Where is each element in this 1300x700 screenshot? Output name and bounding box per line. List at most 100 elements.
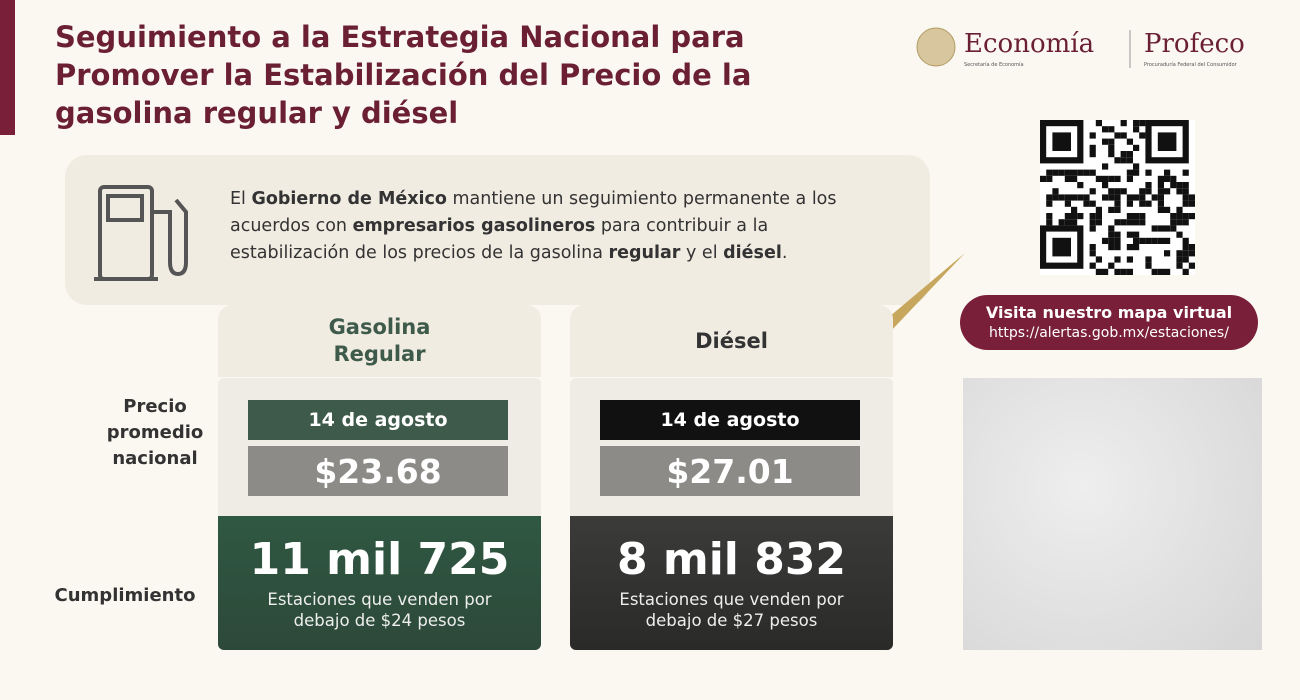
qr-module	[1139, 237, 1146, 244]
qr-module	[1071, 213, 1078, 220]
qr-module	[1120, 219, 1127, 226]
intro-segment: .	[781, 243, 788, 263]
qr-module	[1188, 200, 1195, 207]
qr-module	[1114, 194, 1121, 201]
qr-module	[1182, 188, 1189, 195]
qr-module	[1145, 200, 1152, 207]
qr-module	[1108, 126, 1115, 133]
qr-module	[1114, 175, 1121, 182]
qr-module	[1052, 194, 1059, 201]
qr-module	[1089, 244, 1096, 251]
qr-module	[1102, 237, 1109, 244]
qr-module	[1071, 169, 1078, 176]
qr-module	[1139, 219, 1146, 226]
qr-module	[1120, 188, 1127, 195]
qr-module	[1077, 194, 1084, 201]
qr-module	[1170, 225, 1177, 232]
qr-module	[1182, 213, 1189, 220]
qr-module	[1151, 225, 1158, 232]
qr-module	[1114, 237, 1121, 244]
count-caption: Estaciones que venden por debajo de $24 …	[267, 590, 492, 630]
qr-module	[1064, 194, 1071, 201]
qr-module	[1188, 213, 1195, 220]
intro-segment: regular	[608, 243, 681, 263]
price-card: 14 de agosto $27.01 8 mil 832 Estaciones qu…	[570, 378, 893, 650]
qr-module	[1046, 219, 1053, 226]
qr-module	[1120, 132, 1127, 139]
logos: Economía Secretaría de Economía Profeco …	[916, 27, 1245, 68]
qr-module	[1133, 237, 1140, 244]
intro-segment: Gobierno de México	[251, 189, 447, 209]
qr-module	[1102, 126, 1109, 133]
qr-module	[1089, 250, 1096, 257]
qr-module	[1083, 200, 1090, 207]
qr-module	[1188, 194, 1195, 201]
qr-module	[1157, 194, 1164, 201]
qr-module	[1157, 225, 1164, 232]
qr-module	[1126, 200, 1133, 207]
qr-module	[1108, 206, 1115, 213]
qr-module	[1083, 169, 1090, 176]
qr-module	[1139, 200, 1146, 207]
qr-module	[1089, 188, 1096, 195]
qr-module	[1126, 256, 1133, 263]
logo-economia: Economía	[964, 29, 1094, 59]
qr-module	[1102, 182, 1109, 189]
date-label: 14 de agosto	[600, 400, 860, 440]
compliance-box: 11 mil 725 Estaciones que venden por deba…	[218, 516, 541, 650]
map-image	[963, 378, 1262, 650]
column-header: Diésel	[570, 305, 893, 377]
qr-module	[1120, 151, 1127, 158]
qr-module	[1095, 213, 1102, 220]
qr-module	[1133, 163, 1140, 170]
column-header: Gasolina Regular	[218, 305, 541, 377]
fuel-icon	[94, 185, 188, 281]
qr-module	[1126, 169, 1133, 176]
qr-module	[1126, 244, 1133, 251]
qr-module	[1114, 244, 1121, 251]
qr-module	[1077, 213, 1084, 220]
qr-module	[1157, 237, 1164, 244]
qr-module	[1114, 231, 1121, 238]
qr-module	[1126, 175, 1133, 182]
qr-module	[1176, 256, 1183, 263]
qr-module	[1058, 219, 1065, 226]
qr-module	[1095, 268, 1102, 275]
qr-code	[1040, 120, 1195, 275]
qr-module	[1139, 188, 1146, 195]
qr-module	[1089, 144, 1096, 151]
qr-module	[1114, 200, 1121, 207]
qr-module	[1114, 188, 1121, 195]
qr-module	[1182, 219, 1189, 226]
qr-module	[1108, 237, 1115, 244]
qr-module	[1170, 175, 1177, 182]
qr-module	[1139, 194, 1146, 201]
intro-segment: y el	[680, 243, 724, 263]
qr-module	[1176, 182, 1183, 189]
qr-module	[1176, 250, 1183, 257]
qr-module	[1120, 120, 1127, 127]
emblem	[916, 27, 956, 67]
map-link-button[interactable]: Visita nuestro mapa virtual https://aler…	[960, 295, 1258, 350]
qr-module	[1083, 194, 1090, 201]
qr-module	[1133, 231, 1140, 238]
qr-module	[1145, 188, 1152, 195]
qr-module	[1089, 132, 1096, 139]
qr-module	[1126, 231, 1133, 238]
qr-module	[1108, 138, 1115, 145]
qr-module	[1145, 169, 1152, 176]
qr-module	[1058, 194, 1065, 201]
qr-module	[1089, 151, 1096, 158]
qr-module	[1133, 144, 1140, 151]
qr-module	[1052, 188, 1059, 195]
qr-module	[1126, 219, 1133, 226]
qr-module	[1151, 268, 1158, 275]
qr-module	[1164, 250, 1171, 257]
qr-module	[1102, 138, 1109, 145]
qr-module	[1145, 256, 1152, 263]
qr-module	[1102, 268, 1109, 275]
qr-module	[1046, 175, 1053, 182]
row-label: Precio promedio nacional	[106, 396, 204, 469]
station-count: 8 mil 832	[616, 534, 847, 585]
qr-module	[1126, 138, 1133, 145]
